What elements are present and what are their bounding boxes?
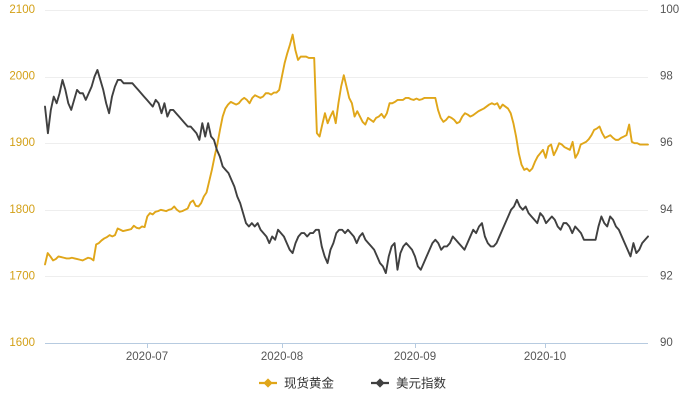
- left-axis-tick-label: 2100: [9, 4, 35, 16]
- legend-item-label[interactable]: 美元指数: [396, 376, 447, 391]
- series-line-gold: [44, 33, 649, 266]
- x-axis-tick-label: 2020-10: [524, 351, 566, 363]
- left-axis-tick-label: 1700: [9, 270, 35, 282]
- x-axis-group: 2020-07 2020-08 2020-09 2020-10: [126, 343, 566, 363]
- series-line-dollar-index: [44, 68, 649, 275]
- x-axis-tick-label: 2020-08: [261, 351, 303, 363]
- x-axis-tick-label: 2020-09: [394, 351, 436, 363]
- right-axis-tick-label: 92: [660, 270, 673, 282]
- legend-item-label[interactable]: 现货黄金: [284, 376, 335, 391]
- legend-marker-diamond: [263, 378, 273, 388]
- left-axis-tick-label: 1900: [9, 137, 35, 149]
- left-axis-labels-group: 2100 2000 1900 1800 1700 1600: [9, 4, 35, 349]
- right-axis-tick-label: 94: [660, 204, 673, 216]
- series-lines-group: [44, 33, 649, 275]
- right-axis-tick-label: 100: [660, 4, 679, 16]
- legend-marker-diamond: [375, 378, 385, 388]
- right-axis-tick-label: 98: [660, 71, 673, 83]
- left-axis-tick-label: 1600: [9, 337, 35, 349]
- right-axis-labels-group: 100 98 96 94 92 90: [660, 4, 679, 349]
- left-axis-tick-label: 1800: [9, 204, 35, 216]
- left-axis-tick-label: 2000: [9, 71, 35, 83]
- chart-legend: 现货黄金 美元指数: [259, 376, 447, 391]
- gridlines-group: [45, 10, 648, 344]
- right-axis-tick-label: 96: [660, 137, 673, 149]
- x-axis-tick-label: 2020-07: [126, 351, 168, 363]
- right-axis-tick-label: 90: [660, 337, 673, 349]
